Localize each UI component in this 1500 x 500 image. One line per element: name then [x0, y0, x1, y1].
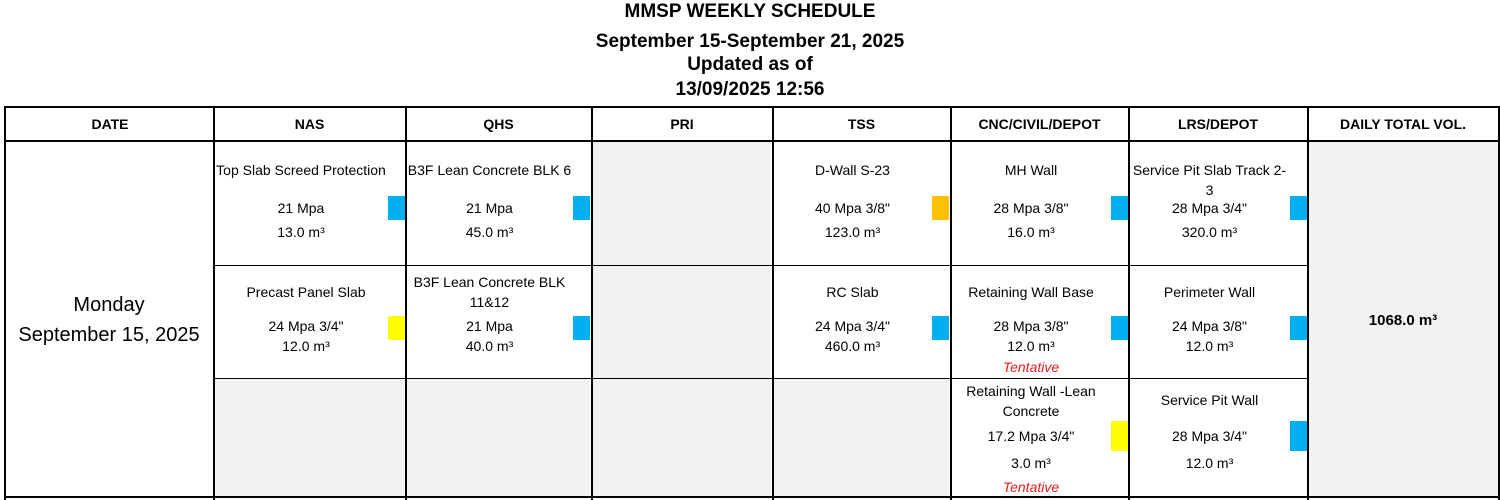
updated-label: Updated as of — [687, 54, 813, 75]
tentative-note: Tentative — [1002, 479, 1060, 495]
header-tss: TSS — [847, 116, 876, 132]
entry-volume: 45.0 m³ — [465, 224, 514, 240]
entry-name: Service Pit Slab Track 2-3 — [1132, 162, 1287, 198]
entry-spec: 28 Mpa 3/4" — [1171, 428, 1248, 444]
col-divider — [950, 106, 952, 500]
date: September 15, 2025 — [18, 324, 200, 346]
status-marker-blue — [1111, 316, 1128, 340]
col-divider — [4, 106, 6, 500]
header-cnc-civil-depot: CNC/CIVIL/DEPOT — [978, 116, 1101, 132]
empty-cell-qhs-3 — [407, 379, 590, 498]
status-marker-blue — [932, 316, 949, 340]
entry-spec: 24 Mpa 3/4" — [814, 318, 891, 334]
entry-volume: 12.0 m³ — [1185, 338, 1234, 354]
entry-volume: 123.0 m³ — [824, 224, 881, 240]
entry-spec: 21 Mpa — [466, 318, 513, 334]
header-qhs: QHS — [483, 116, 514, 132]
entry-name: MH Wall — [1004, 162, 1058, 178]
entry-spec: 17.2 Mpa 3/4" — [987, 428, 1075, 444]
status-marker-yellow — [1111, 421, 1128, 451]
entry-spec: 24 Mpa 3/8" — [1171, 318, 1248, 334]
entry-tss-1: D-Wall S-23 40 Mpa 3/8" 123.0 m³ — [773, 142, 932, 264]
entry-cnc-1: MH Wall 28 Mpa 3/8" 16.0 m³ — [951, 142, 1111, 264]
entry-spec: 40 Mpa 3/8" — [814, 200, 891, 216]
entry-name-line-2: Concrete — [1002, 403, 1060, 419]
entry-volume: 320.0 m³ — [1181, 224, 1238, 240]
schedule-date-range: September 15-September 21, 2025 — [595, 31, 905, 52]
entry-lrs-3: Service Pit Wall 28 Mpa 3/4" 12.0 m³ — [1129, 379, 1290, 498]
day-cell: Monday September 15, 2025 — [6, 142, 212, 498]
entry-name: Retaining Wall Base — [968, 284, 1094, 300]
entry-volume: 12.0 m³ — [1007, 338, 1055, 354]
empty-cell-tss-3 — [774, 379, 949, 498]
entry-spec: 24 Mpa 3/4" — [268, 318, 344, 334]
status-marker-blue — [1290, 316, 1307, 340]
entry-name-line-2: 11&12 — [469, 294, 510, 310]
entry-name: Precast Panel Slab — [246, 284, 366, 300]
daily-total-value: 1068.0 m³ — [1368, 311, 1438, 329]
header-nas: NAS — [294, 116, 325, 132]
header-divider — [4, 140, 1500, 142]
entry-name: Retaining Wall -Lean — [966, 383, 1096, 399]
daily-total-cell — [1309, 142, 1498, 498]
entry-qhs-2: B3F Lean Concrete BLK 11&12 21 Mpa 40.0 … — [406, 266, 573, 377]
weekday: Monday — [73, 294, 145, 316]
status-marker-yellow — [388, 316, 405, 340]
status-marker-blue — [388, 196, 405, 220]
entry-name: Service Pit Wall — [1160, 392, 1259, 408]
col-divider — [213, 106, 215, 500]
col-divider — [1307, 106, 1309, 500]
header-date: DATE — [91, 116, 129, 132]
updated-timestamp: 13/09/2025 12:56 — [675, 79, 825, 100]
status-marker-blue — [1290, 421, 1307, 451]
header-lrs-depot: LRS/DEPOT — [1177, 116, 1259, 132]
entry-name: Top Slab Screed Protection — [216, 162, 386, 178]
entry-spec: 28 Mpa 3/8" — [993, 318, 1069, 334]
entry-volume: 12.0 m³ — [282, 338, 330, 354]
row-divider-2 — [214, 378, 1308, 379]
entry-nas-2: Precast Panel Slab 24 Mpa 3/4" 12.0 m³ — [214, 266, 398, 377]
col-divider — [772, 106, 774, 500]
entry-qhs-1: B3F Lean Concrete BLK 6 21 Mpa 45.0 m³ — [406, 142, 573, 264]
header-pri: PRI — [670, 116, 694, 132]
entry-name: RC Slab — [826, 284, 879, 300]
table-border-top — [4, 106, 1500, 108]
entry-spec: 21 Mpa — [466, 200, 513, 216]
status-marker-blue — [573, 316, 590, 340]
entry-volume: 40.0 m³ — [465, 338, 514, 354]
header-daily-total: DAILY TOTAL VOL. — [1339, 116, 1467, 132]
schedule-title: MMSP WEEKLY SCHEDULE — [624, 1, 876, 22]
entry-volume: 13.0 m³ — [277, 224, 325, 240]
tentative-note: Tentative — [1002, 359, 1060, 375]
entry-tss-2: RC Slab 24 Mpa 3/4" 460.0 m³ — [773, 266, 932, 377]
col-divider — [1498, 106, 1500, 500]
empty-cell-pri — [593, 142, 771, 498]
col-divider — [591, 106, 593, 500]
entry-spec: 28 Mpa 3/4" — [1171, 200, 1248, 216]
col-divider — [1128, 106, 1130, 500]
empty-cell-nas-3 — [215, 379, 404, 498]
entry-spec: 21 Mpa — [277, 200, 325, 216]
entry-lrs-1: Service Pit Slab Track 2-3 28 Mpa 3/4" 3… — [1129, 142, 1290, 264]
entry-name: B3F Lean Concrete BLK — [413, 274, 566, 290]
status-marker-blue — [573, 196, 590, 220]
entry-lrs-2: Perimeter Wall 24 Mpa 3/8" 12.0 m³ — [1129, 266, 1290, 377]
entry-nas-1: Top Slab Screed Protection 21 Mpa 13.0 m… — [214, 142, 388, 264]
entry-cnc-2: Retaining Wall Base 28 Mpa 3/8" 12.0 m³ … — [951, 266, 1111, 377]
entry-volume: 3.0 m³ — [1011, 455, 1051, 471]
status-marker-blue — [1111, 196, 1128, 220]
entry-name: Perimeter Wall — [1163, 284, 1256, 300]
col-divider — [405, 106, 407, 500]
entry-name: D-Wall S-23 — [815, 162, 890, 178]
entry-volume: 460.0 m³ — [824, 338, 881, 354]
entry-volume: 16.0 m³ — [1007, 224, 1055, 240]
entry-name: B3F Lean Concrete BLK 6 — [407, 162, 572, 178]
row-divider-1 — [214, 265, 1308, 266]
status-marker-blue — [1290, 196, 1307, 220]
entry-volume: 12.0 m³ — [1185, 455, 1234, 471]
table-border-bottom — [4, 496, 1500, 498]
status-marker-orange — [932, 196, 949, 220]
entry-spec: 28 Mpa 3/8" — [993, 200, 1069, 216]
entry-cnc-3: Retaining Wall -Lean Concrete 17.2 Mpa 3… — [951, 379, 1111, 498]
